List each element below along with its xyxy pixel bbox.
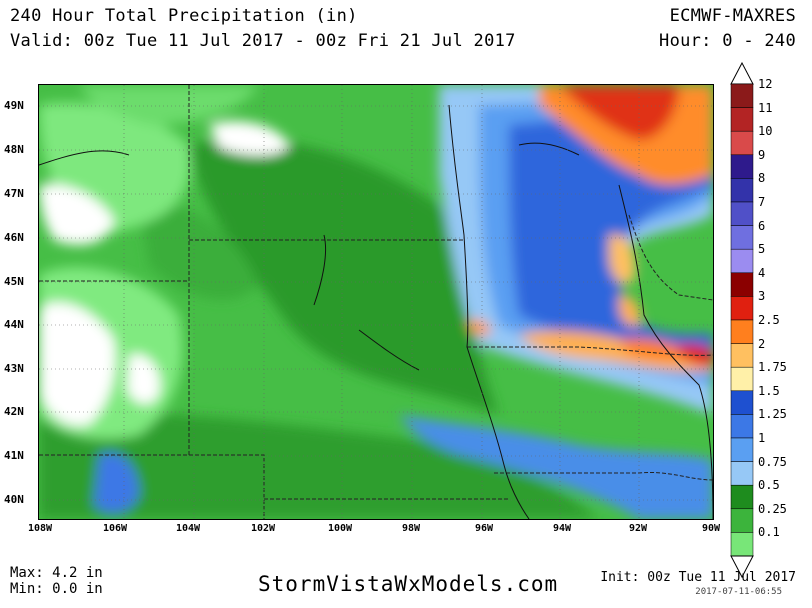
scale-swatch [730, 154, 754, 179]
lon-label: 94W [552, 523, 572, 534]
scale-swatch [730, 272, 754, 297]
map-title: 240 Hour Total Precipitation (in) [10, 6, 358, 26]
lon-label: 96W [474, 523, 494, 534]
scale-swatch [730, 366, 754, 392]
scale-swatch [730, 83, 754, 108]
scale-arrow-down-icon [730, 555, 754, 579]
forecast-hours: Hour: 0 - 240 [659, 31, 796, 51]
max-min-readout: Max: 4.2 in Min: 0.0 in [10, 565, 103, 597]
lon-label: 100W [327, 523, 353, 534]
lat-label: 49N [4, 99, 24, 112]
scale-label: 1.5 [758, 383, 780, 398]
lon-label: 104W [175, 523, 201, 534]
scale-label: 0.1 [758, 525, 780, 540]
scale-label: 1.75 [758, 360, 787, 375]
precipitation-map [38, 84, 714, 520]
model-name: ECMWF-MAXRES [669, 6, 796, 26]
scale-swatch [730, 296, 754, 321]
scale-swatch [730, 343, 754, 368]
lon-label: 102W [250, 523, 276, 534]
scale-swatch [730, 532, 754, 557]
lon-label: 90W [701, 523, 721, 534]
scale-label: 1 [758, 431, 766, 445]
scale-label: 4 [758, 265, 766, 280]
lon-label: 98W [401, 523, 421, 534]
color-scale [730, 61, 754, 582]
scale-swatch [730, 508, 754, 533]
scale-swatch [730, 225, 754, 250]
scale-swatch [730, 319, 754, 344]
scale-swatch [730, 390, 754, 415]
generation-timestamp: 2017-07-11-06:55 [695, 587, 782, 597]
init-time: Init: 00z Tue 11 Jul 2017 [600, 570, 796, 585]
map-canvas [39, 85, 713, 519]
scale-arrow-up-icon [730, 61, 754, 85]
scale-label: 2.5 [758, 313, 780, 327]
scale-swatch [730, 178, 754, 203]
scale-swatch [730, 461, 754, 486]
lat-label: 43N [4, 362, 24, 375]
valid-period: Valid: 00z Tue 11 Jul 2017 - 00z Fri 21 … [10, 31, 516, 51]
scale-label: 11 [758, 100, 773, 115]
scale-swatch [730, 484, 754, 510]
scale-swatch [730, 130, 754, 156]
scale-label: 9 [758, 147, 766, 162]
scale-swatch [730, 107, 754, 132]
max-value: Max: 4.2 in [10, 565, 103, 581]
scale-label: 1.25 [758, 407, 787, 422]
site-watermark: StormVistaWxModels.com [258, 572, 559, 596]
scale-label: 0.5 [758, 478, 780, 493]
scale-label: 12 [758, 77, 773, 91]
scale-label: 7 [758, 195, 766, 209]
scale-label: 6 [758, 218, 766, 233]
lat-label: 46N [4, 231, 24, 244]
scale-label: 2 [758, 336, 766, 351]
scale-label: 0.25 [758, 501, 787, 516]
lat-label: 41N [4, 449, 24, 462]
lat-label: 47N [4, 187, 24, 200]
lat-label: 40N [4, 493, 24, 506]
scale-swatch [730, 414, 754, 439]
lon-label: 108W [27, 523, 53, 534]
scale-label: 10 [758, 124, 773, 139]
lat-label: 48N [4, 143, 24, 156]
scale-label: 5 [758, 242, 766, 257]
scale-swatch [730, 248, 754, 274]
lon-label: 92W [628, 523, 648, 534]
lat-label: 44N [4, 318, 24, 331]
color-scale-svg [730, 61, 754, 579]
scale-swatch [730, 201, 754, 226]
lat-label: 42N [4, 405, 24, 418]
min-value: Min: 0.0 in [10, 581, 103, 597]
lat-label: 45N [4, 275, 24, 288]
scale-label: 0.75 [758, 454, 787, 469]
scale-label: 8 [758, 171, 766, 186]
scale-swatch [730, 437, 754, 462]
scale-label: 3 [758, 289, 766, 304]
lon-label: 106W [102, 523, 128, 534]
